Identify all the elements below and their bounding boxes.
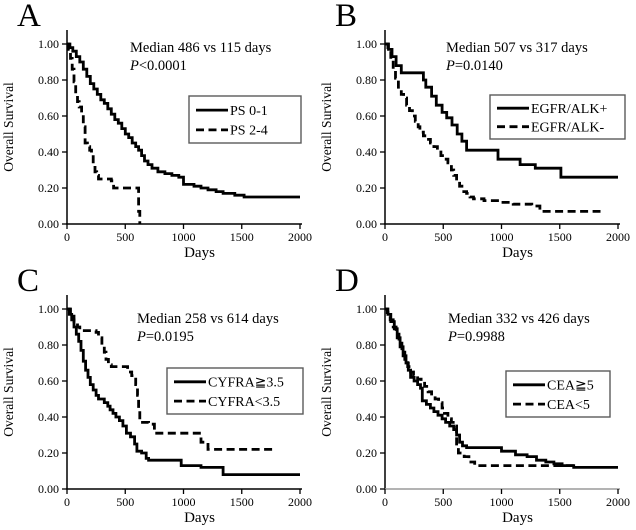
panel-b: B 0.00 0.20 0.40 0.60 0.80 1.00 0 500 1000 1500 20… xyxy=(318,0,636,265)
dashed-survival-curve xyxy=(385,307,578,467)
y-tick-label: 0.40 xyxy=(356,410,377,424)
solid-survival-curve xyxy=(67,42,300,199)
legend-box xyxy=(505,370,611,418)
y-tick-label: 1.00 xyxy=(38,37,59,51)
x-axis-title: Days xyxy=(184,245,215,261)
x-tick-label: 1500 xyxy=(548,495,572,509)
x-tick-label: 1000 xyxy=(172,230,196,244)
y-tick-label: 0.40 xyxy=(356,145,377,159)
x-tick-label: 2000 xyxy=(606,230,630,244)
median-annotation: Median 258 vs 614 days xyxy=(137,311,279,327)
x-axis-title: Days xyxy=(502,510,533,526)
dashed-survival-curve xyxy=(385,42,601,213)
legend-label: CEA<5 xyxy=(547,398,590,413)
panel-c: C 0.00 0.20 0.40 0.60 0.80 1.00 0 500 1000 1500 20… xyxy=(0,263,318,530)
x-tick-label: 500 xyxy=(434,495,452,509)
panel-c-label: C xyxy=(17,263,40,299)
legend-box xyxy=(188,95,302,144)
y-tick-label: 0.60 xyxy=(356,374,377,388)
y-tick-label: 0.60 xyxy=(38,374,59,388)
y-tick-label: 0.00 xyxy=(38,482,59,496)
y-tick-label: 0.60 xyxy=(38,109,59,123)
y-tick-label: 0.80 xyxy=(38,73,59,87)
x-tick-label: 1000 xyxy=(490,230,514,244)
km-chart-d: 0.00 0.20 0.40 0.60 0.80 1.00 0 500 1000 1500 2000… xyxy=(319,295,630,526)
x-tick-label: 2000 xyxy=(288,495,312,509)
legend-label: CYFRA≧3.5 xyxy=(208,376,284,391)
legend-label: PS 2-4 xyxy=(230,124,268,139)
x-tick-label: 1500 xyxy=(548,230,572,244)
y-tick-label: 0.20 xyxy=(38,446,59,460)
solid-survival-curve xyxy=(385,42,618,179)
x-tick-label: 0 xyxy=(64,495,70,509)
x-tick-label: 1000 xyxy=(172,495,196,509)
p-value-annotation: P=0.9988 xyxy=(447,329,505,345)
y-tick-label: 0.40 xyxy=(38,145,59,159)
panel-a-label: A xyxy=(17,0,41,34)
y-axis-title: Overall Survival xyxy=(1,347,16,437)
y-tick-label: 0.80 xyxy=(356,338,377,352)
x-tick-label: 1500 xyxy=(230,230,254,244)
legend-label: EGFR/ALK- xyxy=(531,120,604,135)
x-tick-label: 500 xyxy=(116,230,134,244)
y-tick-label: 0.40 xyxy=(38,410,59,424)
legend-label: EGFR/ALK+ xyxy=(531,102,607,117)
solid-survival-curve xyxy=(67,307,300,476)
x-tick-label: 500 xyxy=(434,230,452,244)
dashed-survival-curve xyxy=(67,42,142,224)
y-axis-title: Overall Survival xyxy=(319,347,334,437)
panel-d: D 0.00 0.20 0.40 0.60 0.80 1.00 0 500 1000 1500 20… xyxy=(318,263,636,530)
y-tick-label: 0.00 xyxy=(38,217,59,231)
median-annotation: Median 332 vs 426 days xyxy=(448,311,590,327)
legend-box xyxy=(166,367,304,415)
y-tick-label: 0.00 xyxy=(356,217,377,231)
y-tick-label: 0.20 xyxy=(356,446,377,460)
median-annotation: Median 486 vs 115 days xyxy=(130,40,272,56)
panel-a: A 0.00 0.20 0.40 0.60 0.80 1.00 0 500 1000 1500 20… xyxy=(0,0,318,265)
panel-d-label: D xyxy=(335,263,359,299)
km-chart-c: 0.00 0.20 0.40 0.60 0.80 1.00 0 500 1000 1500 2000… xyxy=(1,295,312,526)
y-axis-title: Overall Survival xyxy=(1,82,16,172)
x-tick-label: 0 xyxy=(64,230,70,244)
x-axis-title: Days xyxy=(502,245,533,261)
x-tick-label: 0 xyxy=(382,230,388,244)
y-tick-label: 1.00 xyxy=(356,37,377,51)
x-tick-label: 2000 xyxy=(606,495,630,509)
p-value-annotation: P=0.0140 xyxy=(445,58,503,74)
x-tick-label: 0 xyxy=(382,495,388,509)
x-tick-label: 1000 xyxy=(490,495,514,509)
median-annotation: Median 507 vs 317 days xyxy=(446,40,588,56)
p-value-annotation: P=0.0195 xyxy=(136,329,194,345)
dashed-survival-curve xyxy=(67,307,275,451)
y-tick-label: 0.80 xyxy=(38,338,59,352)
y-axis-title: Overall Survival xyxy=(319,82,334,172)
y-tick-label: 0.20 xyxy=(356,181,377,195)
km-chart-b: 0.00 0.20 0.40 0.60 0.80 1.00 0 500 1000 1500 2000… xyxy=(319,30,630,261)
x-tick-label: 1500 xyxy=(230,495,254,509)
x-tick-label: 2000 xyxy=(288,230,312,244)
panel-b-label: B xyxy=(335,0,358,34)
legend-label: CEA≧5 xyxy=(547,379,594,394)
legend-label: PS 0-1 xyxy=(230,104,268,119)
y-tick-label: 1.00 xyxy=(38,302,59,316)
p-value-annotation: P<0.0001 xyxy=(129,58,187,74)
y-tick-label: 0.80 xyxy=(356,73,377,87)
y-tick-label: 0.20 xyxy=(38,181,59,195)
km-chart-a: 0.00 0.20 0.40 0.60 0.80 1.00 0 500 1000 1500 2000… xyxy=(1,30,312,261)
x-tick-label: 500 xyxy=(116,495,134,509)
y-tick-label: 1.00 xyxy=(356,302,377,316)
x-axis-title: Days xyxy=(184,510,215,526)
y-tick-label: 0.00 xyxy=(356,482,377,496)
legend-box xyxy=(489,94,626,140)
legend-label: CYFRA<3.5 xyxy=(208,395,280,410)
y-tick-label: 0.60 xyxy=(356,109,377,123)
